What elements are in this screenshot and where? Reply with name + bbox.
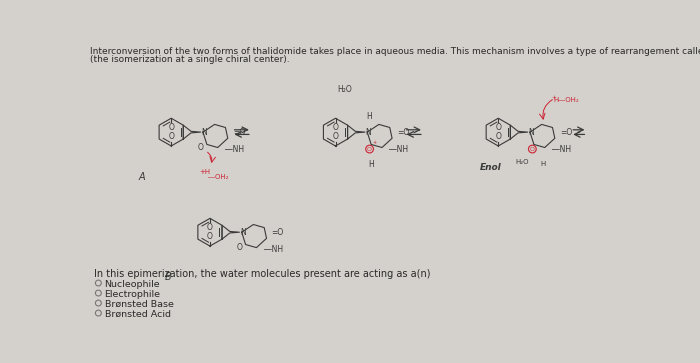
Text: ―NH: ―NH: [552, 145, 571, 154]
Text: O: O: [207, 223, 213, 232]
Text: N: N: [528, 128, 534, 136]
Text: O: O: [168, 132, 174, 141]
Text: A: A: [139, 172, 146, 182]
Text: ―NH: ―NH: [389, 145, 409, 154]
Text: O: O: [237, 243, 242, 252]
Text: =O: =O: [397, 129, 410, 137]
Text: +: +: [372, 140, 377, 145]
Text: O: O: [496, 132, 501, 141]
Text: +: +: [551, 95, 556, 100]
Text: O: O: [332, 123, 338, 132]
Text: O: O: [367, 147, 372, 151]
Text: N: N: [240, 228, 246, 237]
Text: H: H: [540, 162, 545, 167]
Text: =O: =O: [233, 129, 245, 137]
Text: H: H: [368, 160, 374, 169]
Text: O: O: [530, 147, 535, 151]
Text: =O: =O: [560, 129, 572, 137]
Text: H: H: [366, 112, 372, 121]
Text: +H: +H: [199, 169, 211, 175]
Text: (the isomerization at a single chiral center).: (the isomerization at a single chiral ce…: [90, 55, 290, 64]
Text: ―NH: ―NH: [225, 145, 244, 154]
Text: O: O: [197, 143, 204, 152]
Text: H₂O: H₂O: [515, 159, 528, 165]
Text: ―NH: ―NH: [264, 245, 283, 254]
Text: ―OH₂: ―OH₂: [209, 174, 229, 180]
Text: Enol: Enol: [480, 163, 501, 172]
Text: O: O: [496, 123, 501, 132]
Text: B: B: [165, 272, 172, 282]
Text: =O: =O: [272, 228, 284, 237]
Text: O: O: [207, 232, 213, 241]
Text: O: O: [332, 132, 338, 141]
Text: Brønsted Base: Brønsted Base: [104, 300, 174, 309]
Text: Interconversion of the two forms of thalidomide takes place in aqueous media. Th: Interconversion of the two forms of thal…: [90, 48, 700, 56]
Text: Brønsted Acid: Brønsted Acid: [104, 310, 171, 319]
Text: H₂O: H₂O: [337, 85, 352, 94]
Text: N: N: [202, 128, 207, 136]
Text: Electrophile: Electrophile: [104, 290, 160, 299]
Text: H―OH₂: H―OH₂: [553, 97, 579, 103]
Text: In this epimerization, the water molecules present are acting as a(n): In this epimerization, the water molecul…: [94, 269, 430, 279]
Text: O: O: [168, 123, 174, 132]
Text: N: N: [365, 128, 372, 136]
Text: Nucleophile: Nucleophile: [104, 280, 160, 289]
